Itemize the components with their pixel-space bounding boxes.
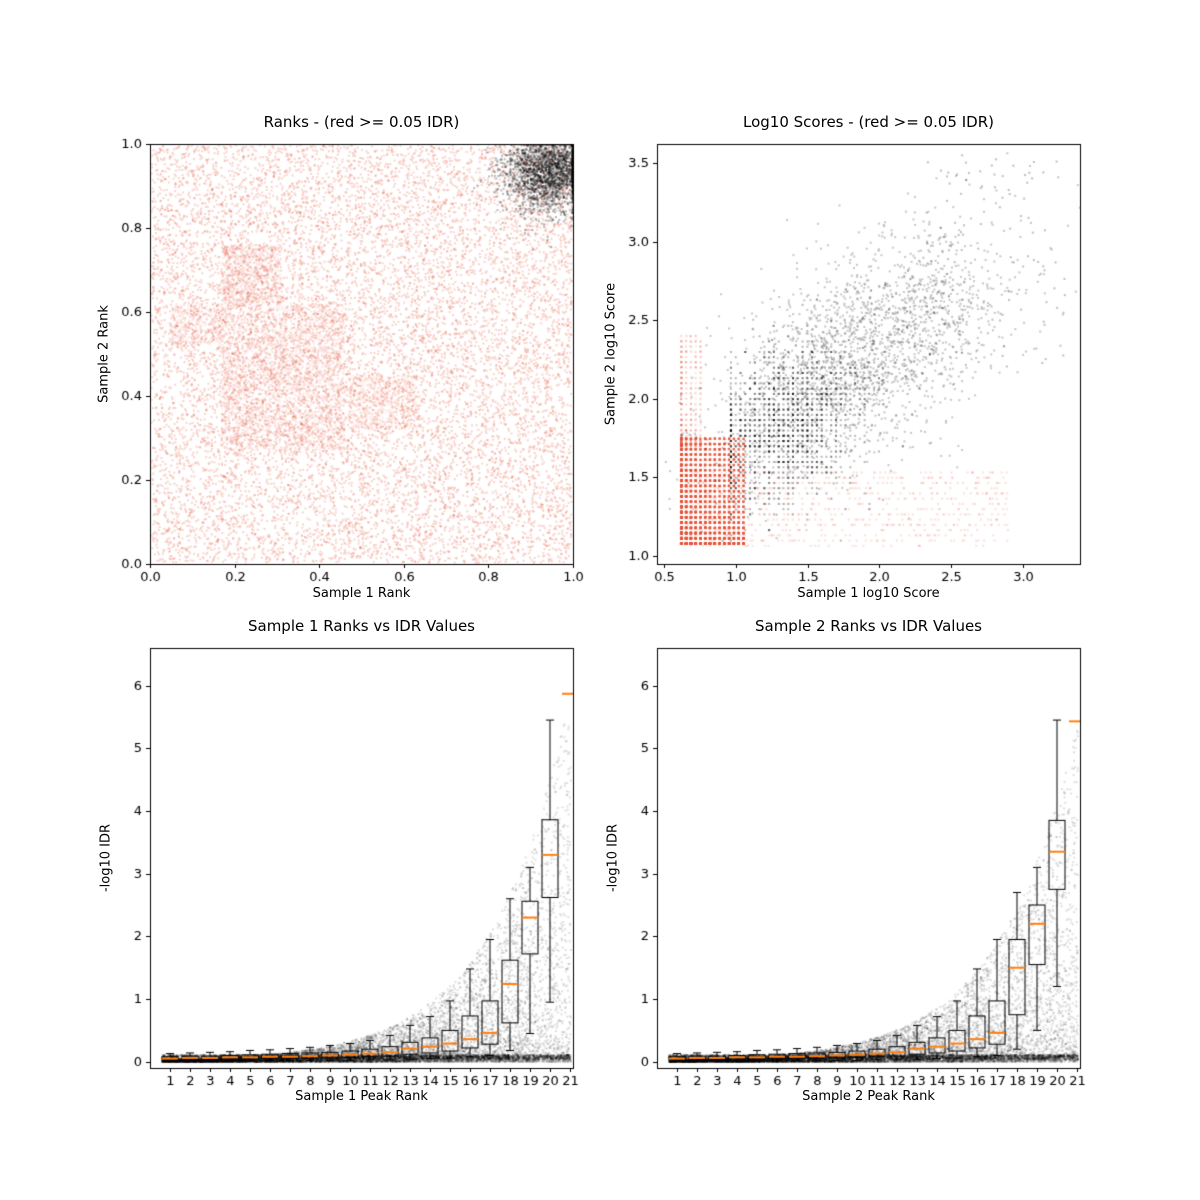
chart-title: Ranks - (red >= 0.05 IDR) (263, 113, 460, 131)
y-axis-label: -log10 IDR (98, 823, 114, 893)
chart-title: Sample 2 Ranks vs IDR Values (754, 617, 982, 635)
y-axis-label: Sample 2 Rank (96, 305, 112, 403)
y-axis-label: Sample 2 log10 Score (603, 282, 619, 426)
chart-title: Log10 Scores - (red >= 0.05 IDR) (743, 113, 994, 131)
x-axis-label: Sample 1 Rank (312, 586, 411, 601)
y-axis-label: -log10 IDR (605, 823, 621, 893)
x-axis-label: Sample 1 Peak Rank (295, 1089, 428, 1104)
x-axis-label: Sample 1 log10 Score (797, 586, 940, 601)
chart-title: Sample 1 Ranks vs IDR Values (247, 617, 475, 635)
x-axis-label: Sample 2 Peak Rank (802, 1089, 935, 1104)
